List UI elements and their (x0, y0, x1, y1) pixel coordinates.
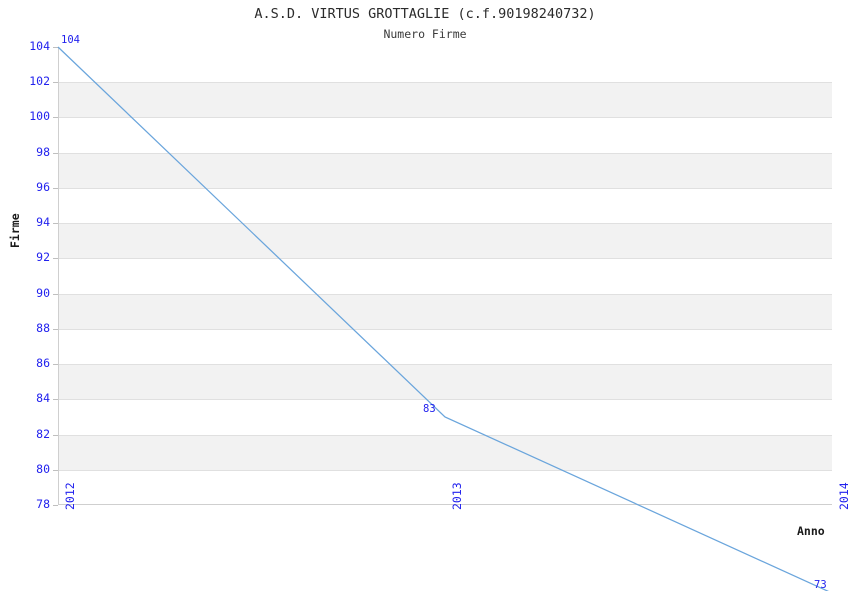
gridline (59, 187, 832, 189)
gridline (59, 434, 832, 436)
gridline (59, 152, 832, 154)
data-point-label: 83 (423, 402, 436, 415)
y-axis-tick-mark (53, 328, 58, 330)
y-axis-tick-label: 78 (36, 497, 50, 511)
y-axis-tick-mark (53, 117, 58, 119)
y-axis-tick-mark (53, 434, 58, 436)
x-axis-tick-label: 2014 (837, 482, 850, 510)
chart-title: A.S.D. VIRTUS GROTTAGLIE (c.f.9019824073… (254, 6, 596, 22)
y-axis-tick-label: 96 (36, 179, 50, 194)
y-axis-tick-mark (53, 505, 58, 506)
y-axis-tick-label: 86 (36, 356, 50, 371)
plot-area (58, 47, 832, 505)
y-axis-tick-label: 82 (36, 426, 50, 441)
y-axis-tick-label: 100 (29, 109, 50, 124)
y-axis-tick-label: 104 (29, 39, 50, 53)
gridline (59, 364, 832, 366)
y-axis-tick-label: 98 (36, 144, 50, 159)
y-axis-tick-label: 90 (36, 285, 50, 300)
x-axis-title: Anno (797, 524, 825, 538)
gridline (59, 328, 832, 330)
line-chart: A.S.D. VIRTUS GROTTAGLIE (c.f.9019824073… (8, 6, 850, 591)
gridline (59, 223, 832, 225)
data-point-label: 104 (61, 34, 80, 46)
y-axis-tick-mark (53, 152, 58, 154)
y-axis-tick-mark (53, 258, 58, 260)
y-axis-tick-mark (53, 82, 58, 84)
gridline (59, 258, 832, 260)
y-axis-tick-label: 84 (36, 391, 50, 406)
gridline (59, 293, 832, 295)
gridline (59, 399, 832, 401)
band (59, 82, 832, 118)
band (59, 364, 832, 400)
y-axis-tick-mark (53, 47, 58, 48)
y-axis-tick-mark (53, 399, 58, 401)
y-axis-tick-label: 102 (29, 74, 50, 89)
y-axis-tick-mark (53, 293, 58, 295)
band (59, 293, 832, 329)
series-line (57, 46, 829, 591)
y-axis-tick-mark (53, 223, 58, 225)
y-axis-tick-label: 94 (36, 215, 50, 230)
y-axis-tick-label: 92 (36, 250, 50, 265)
data-point-label: 73 (814, 579, 827, 591)
y-axis-tick-mark (53, 469, 58, 471)
gridline (59, 469, 832, 471)
y-axis-tick-label: 88 (36, 320, 50, 335)
series-polyline-numero-firme (57, 46, 829, 591)
band (59, 223, 832, 259)
band (59, 434, 832, 470)
y-axis-tick-mark (53, 187, 58, 189)
gridline (59, 82, 832, 84)
gridline (59, 117, 832, 119)
chart-subtitle: Numero Firme (383, 27, 467, 41)
y-axis-title: Firme (8, 213, 22, 248)
y-axis-tick-label: 80 (36, 461, 50, 476)
y-axis-tick-mark (53, 364, 58, 366)
